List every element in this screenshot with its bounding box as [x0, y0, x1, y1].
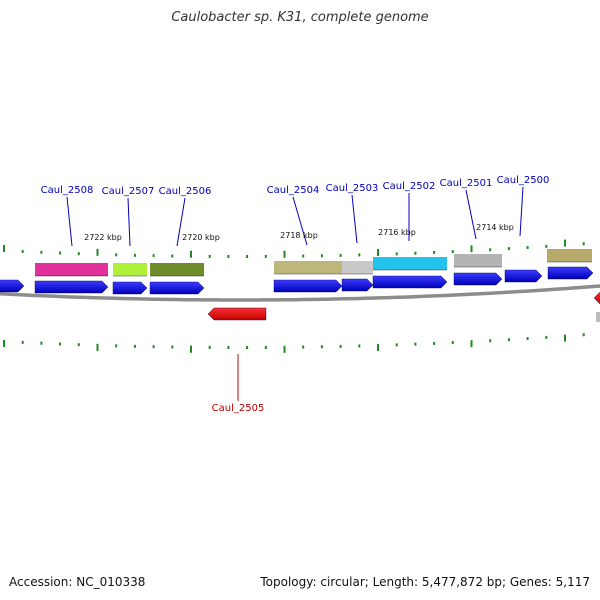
map-title: Caulobacter sp. K31, complete genome: [171, 10, 429, 25]
leader-line: [351, 194, 358, 244]
cds-arrow-forward: [0, 279, 25, 293]
leader-line: [127, 197, 131, 247]
gene-label: Caul_2508: [41, 185, 94, 196]
topology-label: Topology: circular; Length: 5,477,872 bp…: [260, 575, 590, 589]
function-bar-shadow: [342, 273, 373, 275]
function-bar-shadow: [547, 261, 592, 263]
cds-arrows: [0, 266, 600, 322]
cds-fragment: [596, 312, 600, 322]
function-bar-shadow: [454, 266, 502, 268]
function-bar-shadow: [373, 269, 447, 271]
gene-label: Caul_2507: [102, 186, 155, 197]
cds-arrow-forward: [34, 280, 109, 294]
accession-label: Accession: NC_010338: [9, 575, 146, 589]
function-bar-shadow: [35, 275, 108, 277]
kbp-label: 2718 kbp: [280, 231, 318, 240]
cds-arrow-forward: [547, 266, 594, 280]
gene-labels: Caul_2508 Caul_2507 Caul_2506 Caul_2504 Caul…: [41, 175, 550, 414]
function-color-bars: [35, 249, 592, 277]
kbp-label: 2714 kbp: [476, 223, 514, 232]
function-bar: [342, 261, 373, 274]
gene-label: Caul_2505: [212, 403, 265, 414]
function-bar: [150, 263, 204, 276]
kbp-scale-labels: 2722 kbp 2720 kbp 2718 kbp 2716 kbp 2714 kbp: [84, 223, 514, 242]
gene-label: Caul_2504: [267, 185, 320, 196]
cds-arrow-forward: [273, 279, 343, 293]
cds-arrow-reverse: [207, 307, 267, 321]
function-bar: [274, 261, 342, 274]
function-bar: [113, 263, 147, 276]
gene-label: Caul_2500: [497, 175, 550, 186]
leader-line: [66, 196, 73, 247]
leader-line: [292, 196, 308, 246]
genome-backbone: [0, 284, 600, 302]
function-bar-shadow: [113, 275, 147, 277]
cds-arrow-forward: [112, 281, 148, 295]
kbp-label: 2716 kbp: [378, 228, 416, 237]
function-bar: [454, 254, 502, 267]
leader-line: [176, 197, 186, 247]
cds-arrow-reverse: [593, 291, 600, 305]
inner-tick-track: [3, 333, 585, 353]
gene-label: Caul_2506: [159, 186, 212, 197]
cds-arrow-forward: [341, 278, 374, 292]
cds-arrow-forward: [149, 281, 205, 295]
cds-arrow-forward: [453, 272, 503, 286]
cds-arrow-forward: [372, 275, 448, 289]
kbp-label: 2722 kbp: [84, 233, 122, 242]
gene-label: Caul_2501: [440, 178, 493, 189]
function-bar-shadow: [150, 275, 204, 277]
function-bar-shadow: [274, 273, 342, 275]
kbp-label: 2720 kbp: [182, 233, 220, 242]
leader-line: [465, 189, 477, 240]
gene-label: Caul_2502: [383, 181, 436, 192]
leader-line: [519, 186, 524, 237]
function-bar: [547, 249, 592, 262]
label-leader-lines: [66, 186, 524, 401]
gene-label: Caul_2503: [326, 183, 379, 194]
outer-tick-track: [3, 239, 585, 258]
cds-arrow-forward: [504, 269, 543, 283]
function-bar: [35, 263, 108, 276]
function-bar: [373, 257, 447, 270]
